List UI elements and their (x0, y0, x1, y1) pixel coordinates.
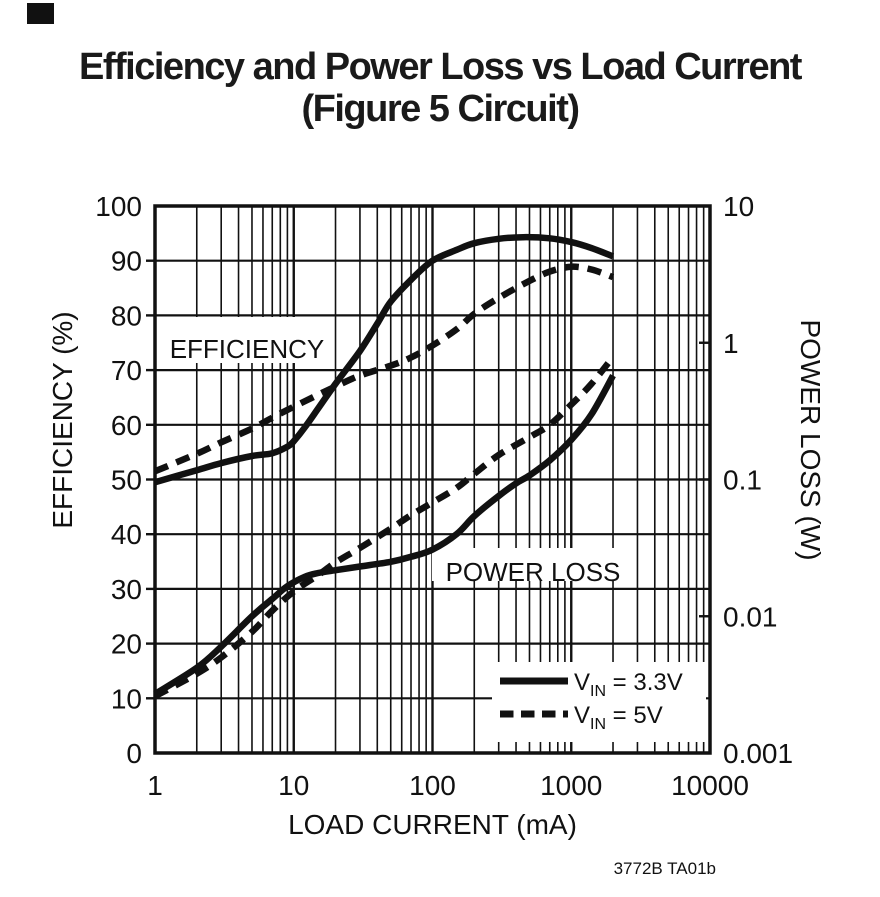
chart-title-block: Efficiency and Power Loss vs Load Curren… (0, 46, 880, 130)
legend-label: VIN = 5V (574, 702, 663, 733)
power-loss-curve-5v (153, 354, 616, 700)
x-tick-label: 100 (409, 770, 456, 801)
efficiency-curve-5v (153, 263, 615, 475)
x-tick-label: 10000 (671, 770, 749, 801)
chart-subtitle: (Figure 5 Circuit) (301, 88, 580, 130)
x-tick-label: 10 (278, 770, 309, 801)
y-left-tick-label: 90 (111, 246, 142, 277)
y-right-tick-label: 0.1 (723, 465, 762, 496)
efficiency-curve-3v3 (154, 233, 615, 486)
x-tick-label: 1 (147, 770, 163, 801)
x-tick-label: 1000 (540, 770, 602, 801)
corner-mark (27, 3, 54, 24)
y-left-tick-label: 70 (111, 355, 142, 386)
power-loss-label-box (432, 548, 634, 581)
legend-label: VIN = 3.3V (574, 669, 683, 700)
power-loss-axis-label: POWER LOSS (W) (795, 319, 826, 560)
power-loss-curve-3v3 (153, 374, 616, 697)
x-axis-label: LOAD CURRENT (mA) (288, 809, 577, 840)
y-right-tick-label: 1 (723, 328, 739, 359)
efficiency-label: EFFICIENCY (170, 334, 325, 364)
y-right-tick-label: 10 (723, 191, 754, 222)
efficiency-axis-label: EFFICIENCY (%) (47, 311, 78, 528)
y-left-tick-label: 0 (126, 738, 142, 769)
y-left-tick-label: 60 (111, 410, 142, 441)
y-right-tick-label: 0.01 (723, 601, 778, 632)
part-number-caption: 3772B TA01b (614, 859, 716, 878)
legend-box (492, 662, 706, 742)
efficiency-label-box (168, 317, 325, 363)
y-right-tick-label: 0.001 (723, 738, 793, 769)
power-loss-label: POWER LOSS (446, 557, 621, 587)
y-left-tick-label: 80 (111, 300, 142, 331)
y-left-tick-label: 40 (111, 519, 142, 550)
y-left-tick-label: 100 (95, 191, 142, 222)
y-left-tick-label: 20 (111, 629, 142, 660)
chart-title: Efficiency and Power Loss vs Load Curren… (79, 46, 802, 88)
y-left-tick-label: 30 (111, 574, 142, 605)
y-left-tick-label: 10 (111, 683, 142, 714)
y-left-tick-label: 50 (111, 465, 142, 496)
